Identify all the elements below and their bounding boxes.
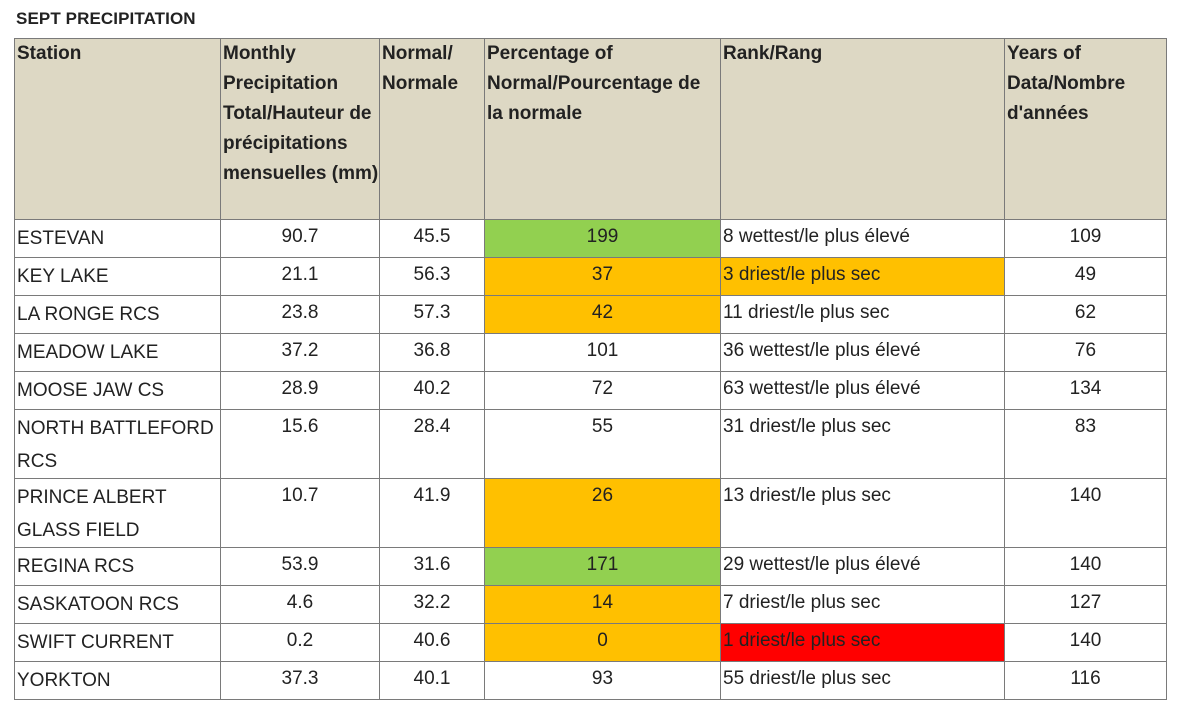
cell-years: 49 — [1004, 257, 1167, 296]
header-monthly-total: Monthly Precipitation Total/Hauteur de p… — [220, 38, 380, 220]
cell-monthly: 10.7 — [220, 478, 380, 548]
cell-station: SWIFT CURRENT — [14, 623, 221, 662]
header-percentage: Percentage of Normal/Pourcentage de la n… — [484, 38, 721, 220]
cell-station: LA RONGE RCS — [14, 295, 221, 334]
table-row: SWIFT CURRENT 0.2 40.6 0 1 driest/le plu… — [14, 623, 1167, 662]
cell-percentage: 199 — [484, 219, 721, 258]
cell-rank: 8 wettest/le plus élevé — [720, 219, 1005, 258]
cell-percentage: 101 — [484, 333, 721, 372]
cell-rank: 7 driest/le plus sec — [720, 585, 1005, 624]
cell-percentage: 93 — [484, 661, 721, 700]
cell-normal: 57.3 — [379, 295, 485, 334]
cell-rank: 36 wettest/le plus élevé — [720, 333, 1005, 372]
cell-normal: 40.6 — [379, 623, 485, 662]
table-row: REGINA RCS 53.9 31.6 171 29 wettest/le p… — [14, 547, 1167, 586]
cell-monthly: 90.7 — [220, 219, 380, 258]
cell-normal: 31.6 — [379, 547, 485, 586]
header-rank: Rank/Rang — [720, 38, 1005, 220]
table-row: MOOSE JAW CS 28.9 40.2 72 63 wettest/le … — [14, 371, 1167, 410]
cell-percentage: 26 — [484, 478, 721, 548]
cell-monthly: 21.1 — [220, 257, 380, 296]
cell-percentage: 37 — [484, 257, 721, 296]
cell-monthly: 28.9 — [220, 371, 380, 410]
table-row: LA RONGE RCS 23.8 57.3 42 11 driest/le p… — [14, 295, 1167, 334]
cell-years: 127 — [1004, 585, 1167, 624]
cell-percentage: 72 — [484, 371, 721, 410]
table-row: PRINCE ALBERT GLASS FIELD 10.7 41.9 26 1… — [14, 478, 1167, 548]
cell-monthly: 0.2 — [220, 623, 380, 662]
cell-normal: 56.3 — [379, 257, 485, 296]
cell-percentage: 42 — [484, 295, 721, 334]
table-row: SASKATOON RCS 4.6 32.2 14 7 driest/le pl… — [14, 585, 1167, 624]
table-row: YORKTON 37.3 40.1 93 55 driest/le plus s… — [14, 661, 1167, 700]
cell-station: KEY LAKE — [14, 257, 221, 296]
cell-monthly: 53.9 — [220, 547, 380, 586]
cell-station: PRINCE ALBERT GLASS FIELD — [14, 478, 221, 548]
table-row: MEADOW LAKE 37.2 36.8 101 36 wettest/le … — [14, 333, 1167, 372]
cell-normal: 41.9 — [379, 478, 485, 548]
cell-years: 134 — [1004, 371, 1167, 410]
precipitation-table: Station Monthly Precipitation Total/Haut… — [14, 38, 1167, 700]
cell-rank: 11 driest/le plus sec — [720, 295, 1005, 334]
header-row: Station Monthly Precipitation Total/Haut… — [14, 38, 1167, 220]
cell-station: ESTEVAN — [14, 219, 221, 258]
header-years: Years of Data/Nombre d'années — [1004, 38, 1167, 220]
cell-station: NORTH BATTLEFORD RCS — [14, 409, 221, 479]
cell-percentage: 171 — [484, 547, 721, 586]
cell-monthly: 15.6 — [220, 409, 380, 479]
header-station: Station — [14, 38, 221, 220]
cell-years: 76 — [1004, 333, 1167, 372]
cell-station: YORKTON — [14, 661, 221, 700]
cell-monthly: 23.8 — [220, 295, 380, 334]
cell-years: 140 — [1004, 623, 1167, 662]
table-row: ESTEVAN 90.7 45.5 199 8 wettest/le plus … — [14, 219, 1167, 258]
cell-normal: 40.1 — [379, 661, 485, 700]
cell-rank: 63 wettest/le plus élevé — [720, 371, 1005, 410]
cell-percentage: 14 — [484, 585, 721, 624]
cell-normal: 32.2 — [379, 585, 485, 624]
cell-station: MEADOW LAKE — [14, 333, 221, 372]
cell-years: 140 — [1004, 478, 1167, 548]
cell-years: 83 — [1004, 409, 1167, 479]
cell-years: 116 — [1004, 661, 1167, 700]
cell-rank: 31 driest/le plus sec — [720, 409, 1005, 479]
cell-monthly: 4.6 — [220, 585, 380, 624]
table-row: KEY LAKE 21.1 56.3 37 3 driest/le plus s… — [14, 257, 1167, 296]
cell-normal: 36.8 — [379, 333, 485, 372]
cell-percentage: 0 — [484, 623, 721, 662]
cell-rank: 1 driest/le plus sec — [720, 623, 1005, 662]
cell-years: 62 — [1004, 295, 1167, 334]
cell-rank: 3 driest/le plus sec — [720, 257, 1005, 296]
cell-station: MOOSE JAW CS — [14, 371, 221, 410]
cell-monthly: 37.2 — [220, 333, 380, 372]
header-normal: Normal/ Normale — [379, 38, 485, 220]
cell-station: REGINA RCS — [14, 547, 221, 586]
cell-monthly: 37.3 — [220, 661, 380, 700]
cell-station: SASKATOON RCS — [14, 585, 221, 624]
cell-normal: 40.2 — [379, 371, 485, 410]
cell-percentage: 55 — [484, 409, 721, 479]
cell-years: 140 — [1004, 547, 1167, 586]
table-title: SEPT PRECIPITATION — [16, 9, 196, 28]
cell-normal: 28.4 — [379, 409, 485, 479]
cell-years: 109 — [1004, 219, 1167, 258]
cell-rank: 29 wettest/le plus élevé — [720, 547, 1005, 586]
cell-rank: 55 driest/le plus sec — [720, 661, 1005, 700]
cell-rank: 13 driest/le plus sec — [720, 478, 1005, 548]
cell-normal: 45.5 — [379, 219, 485, 258]
table-row: NORTH BATTLEFORD RCS 15.6 28.4 55 31 dri… — [14, 409, 1167, 479]
